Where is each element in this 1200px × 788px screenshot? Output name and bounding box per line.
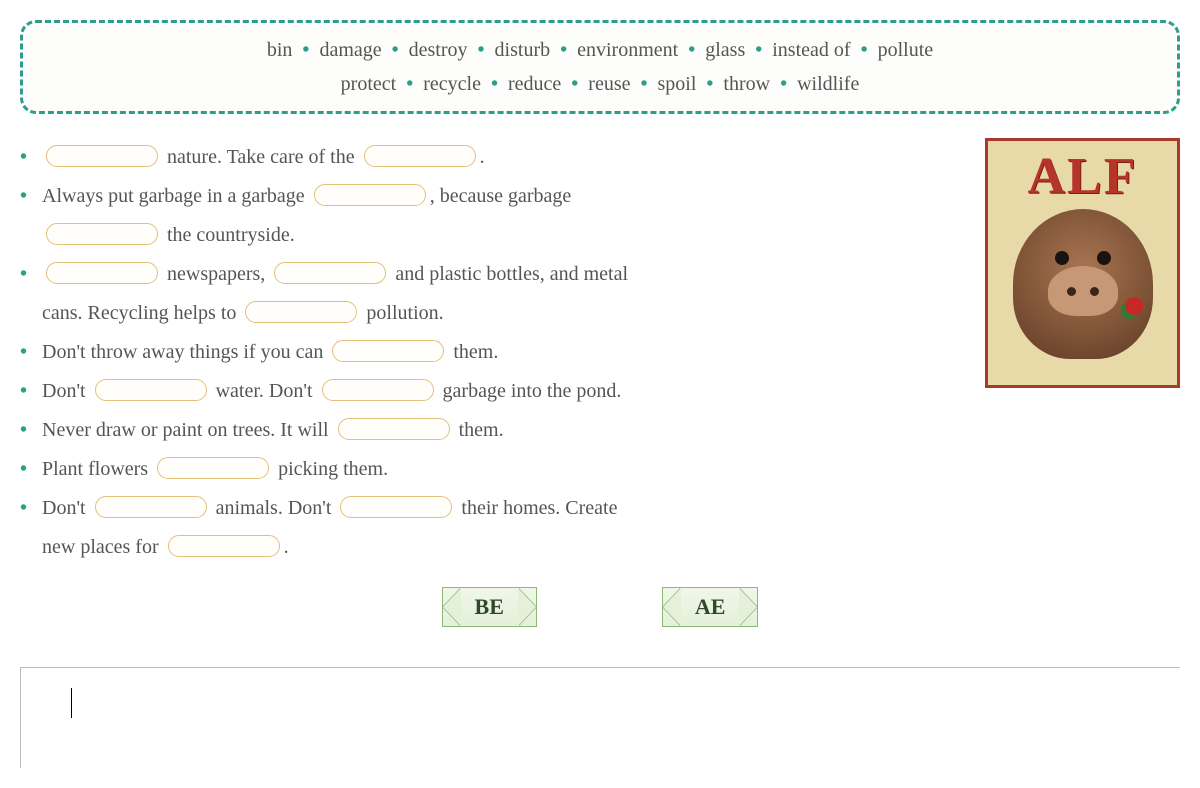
word-bank-word: reuse: [588, 73, 630, 95]
exercise-line: • Don't throw away things if you can them…: [20, 333, 965, 372]
exercise-text: cans. Recycling helps to: [42, 302, 241, 324]
exercise-text: their homes. Create: [456, 497, 617, 519]
bullet-icon: •: [20, 138, 27, 177]
exercise-line: • Don't water. Don't garbage into the pon…: [20, 372, 965, 411]
bullet-icon: •: [20, 177, 27, 216]
exercise-text: Don't: [42, 497, 91, 519]
separator-dot: •: [478, 39, 485, 61]
blank-field[interactable]: [157, 457, 269, 479]
exercise-text: new places for: [42, 536, 164, 558]
blank-field[interactable]: [46, 223, 158, 245]
blank-field[interactable]: [322, 379, 434, 401]
separator-dot: •: [755, 39, 762, 61]
separator-dot: •: [571, 73, 578, 95]
exercise-text: Always put garbage in a garbage: [42, 185, 310, 207]
blank-field[interactable]: [340, 496, 452, 518]
exercise-line: • Always put garbage in a garbage , becau…: [20, 177, 965, 255]
exercise-text: , because garbage: [430, 185, 572, 207]
word-bank-word: spoil: [658, 73, 697, 95]
exercise-line: • Don't animals. Don't their homes. Creat…: [20, 489, 965, 567]
word-bank-word: pollute: [878, 39, 934, 61]
blank-field[interactable]: [338, 418, 450, 440]
word-bank: bin • damage • destroy • disturb • environment • g…: [20, 20, 1180, 114]
blank-field[interactable]: [314, 184, 426, 206]
bullet-icon: •: [20, 411, 27, 450]
bullet-icon: •: [20, 489, 27, 528]
separator-dot: •: [406, 73, 413, 95]
separator-dot: •: [560, 39, 567, 61]
exercise-line: • newspapers, and plastic bottles, and m…: [20, 255, 965, 333]
separator-dot: •: [780, 73, 787, 95]
exercise-text: garbage into the pond.: [438, 380, 622, 402]
bullet-icon: •: [20, 333, 27, 372]
word-bank-row-2: protect • recycle • reduce • reuse • spoil • throw…: [47, 67, 1153, 101]
separator-dot: •: [491, 73, 498, 95]
exercise-text: water. Don't: [211, 380, 318, 402]
exercise-text: them.: [454, 419, 504, 441]
blank-field[interactable]: [95, 496, 207, 518]
blank-field[interactable]: [168, 535, 280, 557]
footer-panel: [20, 667, 1180, 768]
word-bank-word: bin: [267, 39, 293, 61]
bullet-icon: •: [20, 372, 27, 411]
blank-field[interactable]: [364, 145, 476, 167]
exercise-text: picking them.: [273, 458, 388, 480]
exercise-text: .: [284, 536, 289, 558]
word-bank-word: reduce: [508, 73, 561, 95]
exercise-line: • Never draw or paint on trees. It will t…: [20, 411, 965, 450]
exercise-text: pollution.: [361, 302, 443, 324]
exercise-text: Don't throw away things if you can: [42, 341, 328, 363]
exercise-text: them.: [448, 341, 498, 363]
separator-dot: •: [688, 39, 695, 61]
exercise-list: • nature. Take care of the .•Always put …: [20, 138, 965, 567]
exercise-text: nature. Take care of the: [162, 146, 360, 168]
exercise-line: • nature. Take care of the .: [20, 138, 965, 177]
blank-field[interactable]: [245, 301, 357, 323]
badge-ae[interactable]: AE: [662, 587, 759, 627]
word-bank-word: throw: [723, 73, 770, 95]
exercise-text: Plant flowers: [42, 458, 153, 480]
exercise-text: Don't: [42, 380, 91, 402]
word-bank-word: destroy: [409, 39, 468, 61]
exercise-text: Never draw or paint on trees. It will: [42, 419, 334, 441]
alf-illustration: [1013, 209, 1153, 359]
exercise-text: .: [480, 146, 485, 168]
badge-be[interactable]: BE: [442, 587, 537, 627]
bullet-icon: •: [20, 255, 27, 294]
word-bank-row-1: bin • damage • destroy • disturb • environment • g…: [47, 33, 1153, 67]
exercise-line: • Plant flowers picking them.: [20, 450, 965, 489]
text-cursor: [71, 688, 72, 718]
separator-dot: •: [302, 39, 309, 61]
separator-dot: •: [392, 39, 399, 61]
exercise-text: animals. Don't: [211, 497, 337, 519]
exercise-text: and plastic bottles, and metal: [390, 263, 628, 285]
word-bank-word: disturb: [495, 39, 551, 61]
bullet-icon: •: [20, 450, 27, 489]
word-bank-word: glass: [705, 39, 745, 61]
alf-card: ALF: [985, 138, 1180, 388]
exercise-text: newspapers,: [162, 263, 270, 285]
blank-field[interactable]: [46, 145, 158, 167]
blank-field[interactable]: [332, 340, 444, 362]
separator-dot: •: [640, 73, 647, 95]
word-bank-word: wildlife: [797, 73, 859, 95]
separator-dot: •: [706, 73, 713, 95]
blank-field[interactable]: [95, 379, 207, 401]
card-title: ALF: [1028, 151, 1138, 203]
word-bank-word: protect: [341, 73, 397, 95]
word-bank-word: environment: [577, 39, 678, 61]
blank-field[interactable]: [274, 262, 386, 284]
exercise-text: the countryside.: [162, 224, 295, 246]
blank-field[interactable]: [46, 262, 158, 284]
word-bank-word: recycle: [423, 73, 481, 95]
word-bank-word: instead of: [772, 39, 850, 61]
word-bank-word: damage: [319, 39, 381, 61]
dialect-badges: BE AE: [20, 587, 1180, 627]
separator-dot: •: [861, 39, 868, 61]
